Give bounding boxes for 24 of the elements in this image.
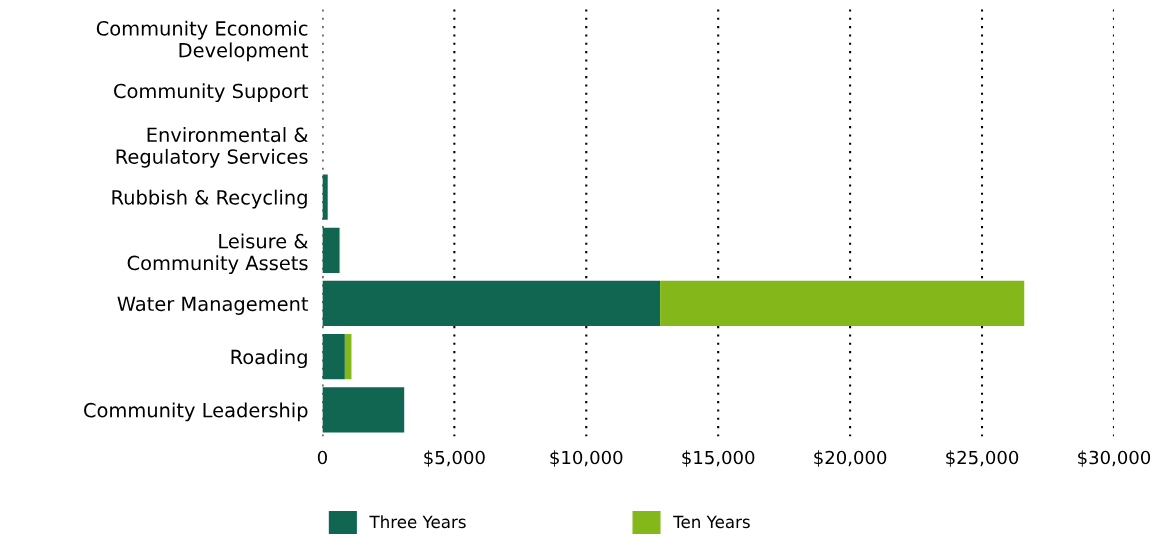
y-tick-label: Community Leadership	[84, 402, 308, 422]
y-tick-label: Leisure & Community Assets	[127, 233, 308, 275]
bar	[322, 174, 328, 220]
x-tick-label: 0	[317, 450, 327, 465]
x-tick-label: $15,000	[682, 450, 755, 467]
bar	[322, 387, 405, 433]
x-tick-label: $10,000	[550, 450, 623, 467]
bar	[322, 280, 661, 327]
y-tick-label: Rubbish & Recycling	[112, 189, 307, 209]
bar	[660, 280, 1025, 327]
x-tick-label: $20,000	[814, 450, 887, 467]
bar	[322, 227, 340, 273]
y-tick-label: Environmental & Regulatory Services	[116, 127, 308, 168]
y-tick-label: Community Economic Development	[96, 20, 309, 62]
x-tick-label: $25,000	[946, 450, 1019, 467]
x-tick-label: $30,000	[1078, 450, 1151, 467]
bar	[344, 334, 352, 380]
legend-label: Ten Years	[673, 515, 750, 529]
y-tick-label: Water Management	[117, 296, 309, 315]
legend-label: Three Years	[369, 515, 466, 529]
x-tick-label: $5,000	[424, 450, 485, 467]
y-tick-label: Roading	[231, 349, 307, 369]
y-tick-label: Community Support	[114, 83, 309, 103]
bar	[322, 334, 345, 380]
